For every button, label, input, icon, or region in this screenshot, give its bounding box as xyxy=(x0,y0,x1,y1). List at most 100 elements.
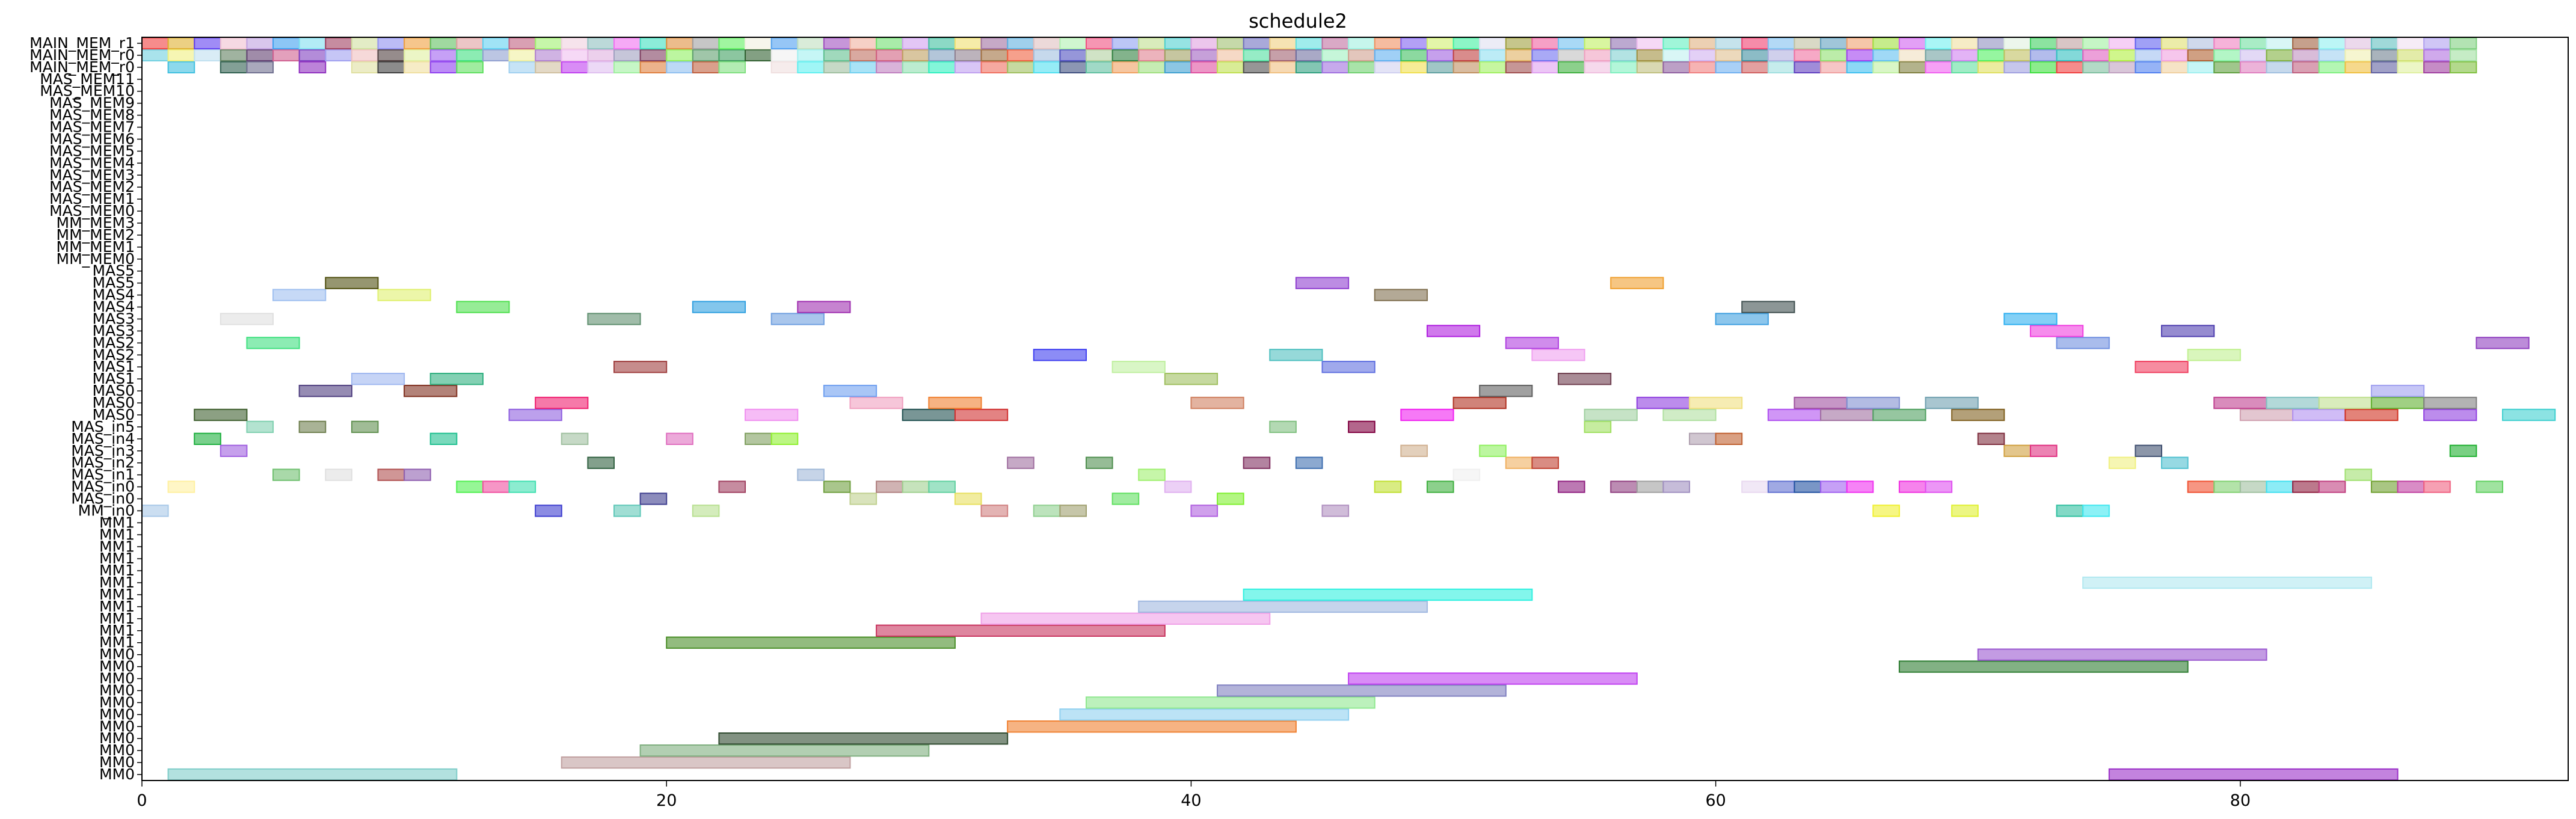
task-bar xyxy=(692,37,720,50)
task-bar xyxy=(587,456,615,469)
task-bar xyxy=(2003,49,2031,62)
task-bar xyxy=(1898,61,1926,74)
task-bar xyxy=(902,61,930,74)
task-bar xyxy=(1925,61,1953,74)
task-bar xyxy=(561,49,589,62)
task-bar xyxy=(1059,505,1087,517)
task-bar xyxy=(1243,61,1271,74)
task-bar xyxy=(1872,49,1900,62)
task-bar xyxy=(325,37,352,50)
task-bar xyxy=(2213,49,2241,62)
task-bar xyxy=(1479,444,1507,457)
task-bar xyxy=(561,61,589,74)
task-bar xyxy=(2213,61,2241,74)
task-bar xyxy=(1505,37,1533,50)
y-tick-label: MM0 xyxy=(99,729,135,747)
task-bar xyxy=(2397,49,2425,62)
task-bar xyxy=(2161,325,2215,337)
task-bar xyxy=(1872,61,1900,74)
task-bar xyxy=(770,49,799,62)
y-tick-label: MM1 xyxy=(99,550,135,567)
task-bar xyxy=(1584,37,1612,50)
task-bar xyxy=(272,37,300,50)
task-bar xyxy=(2029,37,2058,50)
task-bar xyxy=(692,301,746,313)
task-bar xyxy=(1531,349,1585,361)
task-bar xyxy=(1007,456,1034,469)
task-bar xyxy=(1348,420,1376,434)
y-tick-label: MAS_MEM5 xyxy=(49,142,135,159)
task-bar xyxy=(1400,49,1428,62)
task-bar xyxy=(2370,384,2425,397)
task-bar xyxy=(1217,492,1244,505)
task-bar xyxy=(2213,37,2241,50)
task-bar xyxy=(2187,37,2215,50)
task-bar xyxy=(2239,408,2294,422)
task-bar xyxy=(1846,37,1874,50)
task-bar xyxy=(2135,444,2163,457)
task-bar xyxy=(1321,37,1350,50)
task-bar xyxy=(1925,49,1953,62)
y-tick-label: MAS_in5 xyxy=(71,418,135,435)
task-bar xyxy=(902,408,956,422)
task-bar xyxy=(2082,37,2110,50)
task-bar xyxy=(2370,49,2399,62)
task-bar xyxy=(797,301,851,313)
task-bar xyxy=(2056,61,2084,74)
task-bar xyxy=(2135,61,2163,74)
task-bar xyxy=(1243,588,1533,601)
task-bar xyxy=(2449,444,2477,457)
task-bar xyxy=(2082,576,2372,589)
task-bar xyxy=(351,420,379,434)
task-bar xyxy=(298,61,327,74)
task-bar xyxy=(1636,480,1664,493)
task-bar xyxy=(2292,480,2320,493)
task-bar xyxy=(351,372,405,385)
task-bar xyxy=(1138,61,1166,74)
y-tick-label: MAIN_MEM_r0 xyxy=(29,46,135,64)
task-bar xyxy=(429,37,458,50)
task-bar xyxy=(2056,49,2084,62)
task-bar xyxy=(2423,37,2451,50)
task-bar xyxy=(1951,61,1979,74)
task-bar xyxy=(613,361,668,373)
task-bar xyxy=(1190,37,1219,50)
task-bar xyxy=(2344,408,2399,422)
plot-frame xyxy=(141,37,2569,781)
task-bar xyxy=(954,49,982,62)
task-bar xyxy=(2292,61,2320,74)
task-bar xyxy=(954,37,982,50)
task-bar xyxy=(429,49,458,62)
task-bar xyxy=(246,37,274,50)
task-bar xyxy=(2501,408,2556,422)
y-tick-label: MM1 xyxy=(99,610,135,627)
task-bar xyxy=(928,396,982,410)
task-bar xyxy=(2476,337,2530,349)
task-bar xyxy=(2397,61,2425,74)
y-tick-label: MM_MEM2 xyxy=(57,226,135,244)
task-bar xyxy=(2056,505,2084,517)
task-bar xyxy=(1715,61,1743,74)
task-bar xyxy=(1557,37,1585,50)
task-bar xyxy=(692,49,720,62)
task-bar xyxy=(1269,61,1297,74)
task-bar xyxy=(377,37,405,50)
task-bar xyxy=(1033,505,1061,517)
y-tick-label: MM_in0 xyxy=(78,502,135,519)
task-bar xyxy=(613,61,641,74)
task-bar xyxy=(1059,49,1087,62)
task-bar xyxy=(1033,61,1061,74)
task-bar xyxy=(2266,49,2294,62)
y-tick-label: MAS_in1 xyxy=(71,466,135,483)
y-tick-label: MM0 xyxy=(99,717,135,735)
task-bar xyxy=(2397,37,2425,50)
task-bar xyxy=(1111,49,1140,62)
task-bar xyxy=(1269,349,1323,361)
task-bar xyxy=(666,61,693,74)
task-bar xyxy=(639,37,668,50)
task-bar xyxy=(1557,49,1585,62)
task-bar xyxy=(1007,720,1297,733)
task-bar xyxy=(1846,49,1874,62)
task-bar xyxy=(1452,49,1481,62)
task-bar xyxy=(1584,408,1638,422)
